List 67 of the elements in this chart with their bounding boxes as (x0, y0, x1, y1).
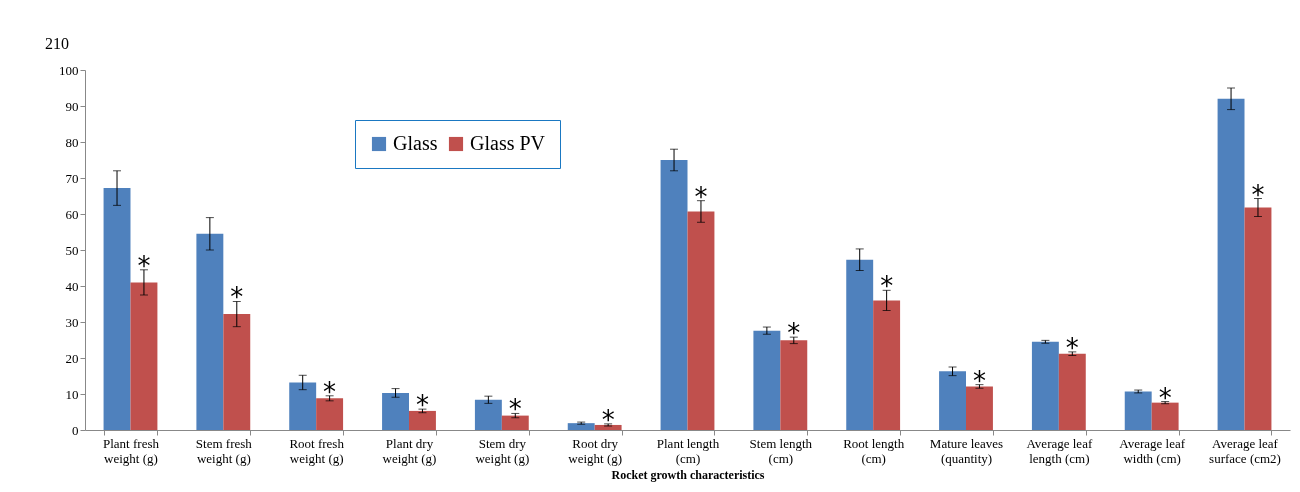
bar (1124, 391, 1152, 430)
x-tick-label: Average leaf width (cm) (1119, 435, 1186, 466)
bar (660, 160, 688, 430)
data-label: * (508, 394, 522, 425)
data-label: * (415, 390, 429, 421)
data-label: * (694, 181, 708, 212)
x-tick-label: Plant length (cm) (656, 435, 720, 466)
bar (501, 415, 529, 430)
y-tick-label: 60 (65, 206, 79, 222)
bar (939, 371, 967, 430)
bar (316, 398, 344, 430)
bar (780, 340, 808, 430)
legend-label: Glass PV (470, 132, 546, 154)
y-tick-label: 0 (72, 422, 79, 438)
bar (103, 188, 131, 430)
data-label: * (1065, 332, 1079, 363)
data-label: * (972, 365, 986, 396)
bar (687, 211, 715, 430)
x-tick-label: Root length (cm) (843, 435, 905, 466)
x-tick-label: Plant fresh weight (g) (103, 435, 160, 466)
x-tick-label: Root fresh weight (g) (289, 435, 345, 466)
data-label: * (1251, 179, 1265, 210)
data-label: * (230, 282, 244, 313)
bar (753, 330, 781, 430)
x-tick-label: Average leaf surface (cm2) (1209, 435, 1281, 466)
bar (196, 233, 224, 430)
data-label: * (137, 250, 151, 281)
x-tick-label: Average leaf length (cm) (1026, 435, 1093, 466)
data-label: * (880, 271, 894, 302)
y-tick-label: 30 (65, 314, 79, 330)
bar (382, 392, 409, 430)
bar (130, 282, 158, 430)
x-tick-label: Root dry weight (g) (568, 435, 623, 466)
x-tick-label: Stem fresh weight (g) (195, 435, 253, 466)
y-tick-label: 70 (65, 170, 79, 186)
y-tick-label: 20 (65, 350, 79, 366)
data-label: * (1158, 382, 1172, 413)
bar (1217, 98, 1245, 430)
y-tick-label: 80 (65, 134, 79, 150)
bar (966, 386, 993, 430)
y-tick-label: 50 (65, 242, 79, 258)
x-tick-label: Stem dry weight (g) (475, 435, 530, 466)
bar (1244, 207, 1272, 430)
y-tick-label: 90 (65, 98, 79, 114)
bar (223, 314, 251, 430)
bar (567, 423, 595, 430)
x-tick-label: Mature leaves (quantity) (929, 435, 1004, 466)
bar (594, 424, 622, 430)
x-tick-label: Stem length (cm) (749, 435, 813, 466)
x-tick-label: Plant dry weight (g) (382, 435, 437, 466)
y-tick-label: 100 (59, 62, 79, 78)
x-axis-title: Rocket growth characteristics (611, 467, 765, 482)
bar (289, 382, 317, 430)
bar (1031, 341, 1059, 430)
bar (1151, 402, 1179, 430)
bar (1058, 353, 1086, 430)
bar (474, 399, 502, 430)
data-label: * (323, 376, 337, 407)
bar (408, 410, 436, 430)
bar (873, 300, 901, 430)
y-tick-label: 40 (65, 278, 79, 294)
bar (846, 259, 874, 430)
data-label: * (601, 404, 615, 435)
legend-label: Glass (393, 132, 438, 154)
y-tick-label: 10 (65, 386, 79, 402)
text: 210 (45, 35, 69, 52)
data-label: * (787, 318, 801, 349)
